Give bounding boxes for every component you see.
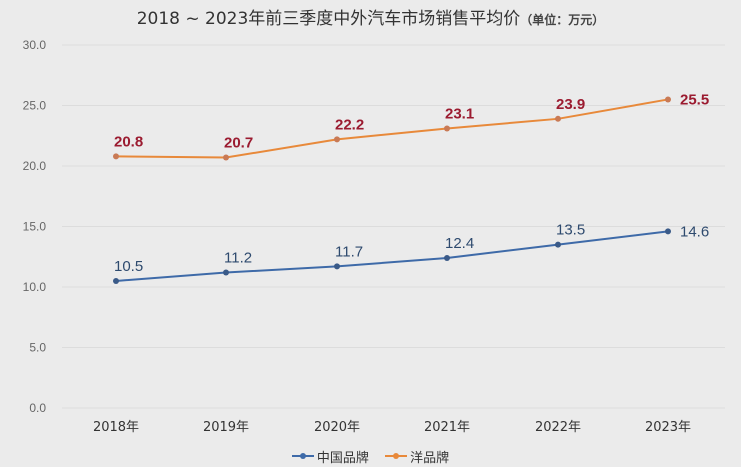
legend-item-foreign-brand[interactable]: 洋品牌 [385, 447, 449, 466]
chart-title: 2018 ~ 2023年前三季度中外汽车市场销售平均价（单位：万元） [0, 4, 741, 29]
y-tick-label: 20.0 [23, 159, 47, 173]
legend-item-china-brand[interactable]: 中国品牌 [291, 447, 369, 466]
y-tick-label: 10.0 [23, 280, 47, 294]
legend-line-marker-icon [385, 453, 408, 459]
series-china-brand: 10.5 11.2 11.7 12.4 13.5 14.6 [113, 222, 709, 284]
data-label: 10.5 [114, 258, 143, 275]
y-tick-label: 0.0 [29, 401, 46, 415]
x-axis: 2018年 2019年 2020年 2021年 2022年 2023年 [93, 420, 691, 435]
series-line [115, 98, 669, 159]
data-label: 22.2 [335, 116, 364, 133]
data-point-marker[interactable] [334, 263, 340, 270]
data-point-marker[interactable] [334, 136, 340, 143]
data-label: 20.7 [224, 135, 253, 152]
data-label: 11.7 [335, 243, 363, 260]
legend-label: 洋品牌 [410, 450, 450, 466]
data-point-marker[interactable] [665, 96, 671, 103]
gridlines [62, 44, 725, 409]
legend: 中国品牌 洋品牌 [0, 446, 741, 466]
data-label: 14.6 [680, 223, 709, 240]
series-line [115, 230, 669, 282]
data-point-marker[interactable] [223, 154, 229, 161]
data-label: 25.5 [680, 91, 709, 108]
legend-line-marker-icon [291, 453, 314, 459]
x-tick-label: 2022年 [535, 420, 581, 435]
series-group: 10.5 11.2 11.7 12.4 13.5 14.6 20.8 20.7 22.2 23.1… [113, 91, 709, 284]
y-tick-label: 5.0 [29, 341, 46, 355]
data-label: 12.4 [445, 235, 474, 252]
y-axis: 30.0 25.0 20.0 15.0 10.0 5.0 0.0 [23, 38, 47, 415]
x-tick-label: 2019年 [203, 420, 249, 435]
x-tick-label: 2020年 [314, 420, 360, 435]
data-point-marker[interactable] [555, 241, 561, 248]
chart-title-main: 2018 ~ 2023年前三季度中外汽车市场销售平均价 [136, 9, 521, 29]
data-label: 13.5 [556, 222, 585, 239]
data-label: 20.8 [114, 133, 143, 150]
legend-label: 中国品牌 [316, 450, 369, 466]
data-point-marker[interactable] [665, 228, 671, 235]
data-point-marker[interactable] [555, 115, 561, 122]
y-tick-label: 25.0 [23, 99, 47, 113]
data-point-marker[interactable] [113, 277, 119, 284]
x-tick-label: 2021年 [424, 420, 470, 435]
data-label: 23.1 [445, 105, 474, 122]
data-point-marker[interactable] [444, 254, 450, 261]
x-tick-label: 2018年 [93, 420, 139, 435]
x-tick-label: 2023年 [645, 420, 691, 435]
y-tick-label: 30.0 [23, 38, 47, 52]
y-tick-label: 15.0 [23, 220, 47, 234]
chart-title-unit: （单位：万元） [520, 13, 605, 27]
data-point-marker[interactable] [223, 269, 229, 276]
data-point-marker[interactable] [444, 125, 450, 132]
data-point-marker[interactable] [113, 153, 119, 160]
data-label: 11.2 [224, 249, 252, 266]
series-foreign-brand: 20.8 20.7 22.2 23.1 23.9 25.5 [113, 91, 709, 161]
data-label: 23.9 [556, 96, 585, 113]
